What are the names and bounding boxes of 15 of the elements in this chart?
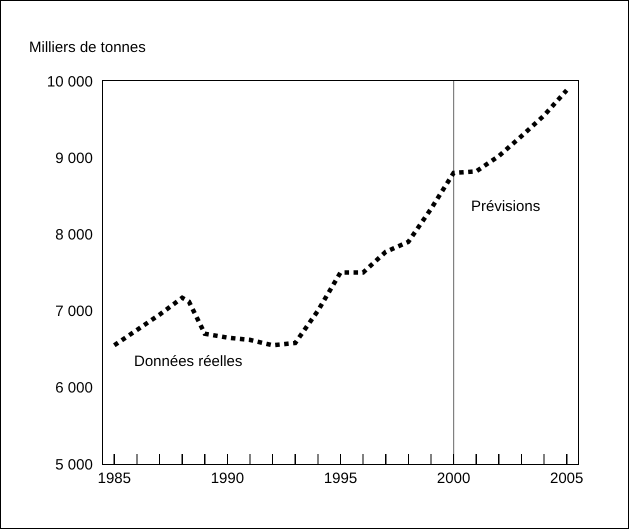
y-tick-label: 5 000 <box>55 456 93 474</box>
y-tick-label: 10 000 <box>46 73 93 90</box>
y-tick-label: 8 000 <box>55 226 93 244</box>
x-tick-label: 1985 <box>98 470 131 488</box>
annotation: Données réelles <box>134 353 242 370</box>
y-tick-label: 7 000 <box>55 303 93 320</box>
x-tick-label: 1995 <box>324 470 358 488</box>
x-tick-label: 2005 <box>550 470 584 488</box>
x-tick-label: 1990 <box>210 470 244 488</box>
y-axis-title: Milliers de tonnes <box>29 39 146 56</box>
annotation: Prévisions <box>471 198 540 215</box>
y-tick-label: 9 000 <box>55 150 93 167</box>
line-series <box>112 88 569 348</box>
y-tick-label: 6 000 <box>55 380 93 397</box>
x-tick-label: 2000 <box>436 470 470 488</box>
